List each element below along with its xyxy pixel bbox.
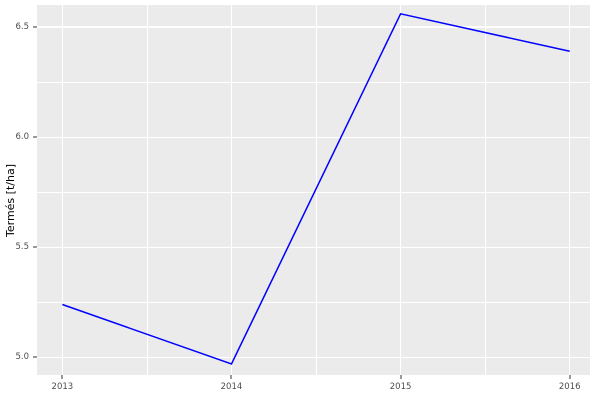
gridline-vertical	[61, 5, 63, 375]
gridline-horizontal	[37, 246, 590, 248]
gridline-horizontal	[37, 26, 590, 28]
x-tick-mark	[61, 375, 63, 379]
y-tick-mark	[33, 26, 37, 28]
y-tick-mark	[33, 136, 37, 138]
gridline-horizontal	[37, 81, 590, 83]
x-tick-label: 2016	[558, 382, 581, 392]
gridline-vertical	[400, 5, 402, 375]
x-tick-label: 2015	[389, 382, 412, 392]
x-axis-ticks: 2013 2014 2015 2016	[0, 375, 600, 400]
y-tick-label: 6.0	[15, 132, 29, 143]
gridline-vertical	[146, 5, 148, 375]
x-tick-mark	[400, 375, 402, 379]
series-layer	[62, 12, 570, 365]
y-tick-label: 5.0	[15, 352, 29, 363]
x-tick-mark	[569, 375, 571, 379]
x-tick-label: 2013	[51, 382, 74, 392]
gridline-horizontal	[37, 191, 590, 193]
y-axis-ticks: 5.0 5.5 6.0 6.5	[0, 0, 37, 400]
gridline-vertical	[230, 5, 233, 375]
y-tick-mark	[33, 356, 37, 358]
x-tick-mark	[230, 375, 232, 379]
y-tick-label: 5.5	[15, 242, 29, 253]
gridline-horizontal	[37, 302, 590, 303]
gridline-vertical	[484, 5, 486, 375]
gridline-vertical	[569, 5, 571, 375]
series-line-termes	[62, 12, 570, 365]
plot-panel	[37, 5, 590, 375]
gridline-horizontal	[37, 356, 590, 358]
x-tick-label: 2014	[220, 382, 243, 392]
y-tick-mark	[33, 246, 37, 248]
gridline-horizontal	[37, 136, 590, 138]
y-tick-label: 6.5	[15, 22, 29, 33]
